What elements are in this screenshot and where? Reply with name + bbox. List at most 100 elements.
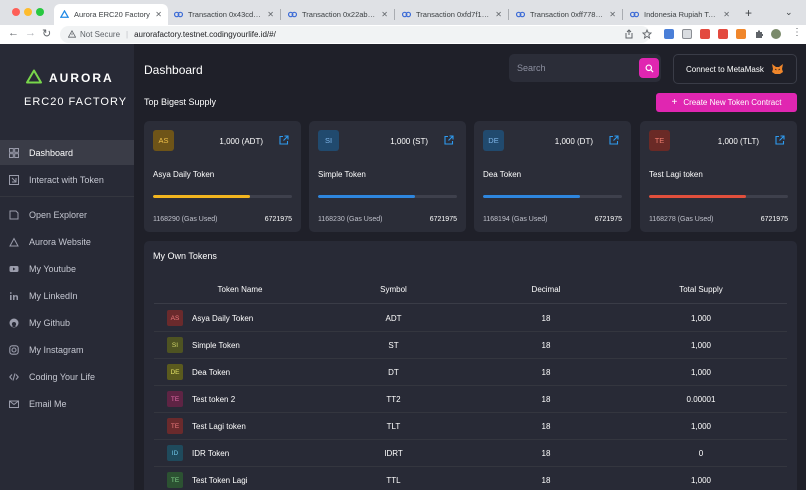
close-tab-icon[interactable]: ✕ xyxy=(381,10,388,19)
symbol-cell: TT2 xyxy=(386,395,401,404)
kebab-menu-icon[interactable]: ⋮ xyxy=(792,27,802,38)
token-name-cell: Test Token Lagi xyxy=(192,476,248,485)
column-header-decimal: Decimal xyxy=(531,285,561,294)
search-button[interactable] xyxy=(639,58,659,78)
card-supply: 1,000 (TLT) xyxy=(717,137,759,146)
progress-fill xyxy=(153,195,251,198)
extension-icon[interactable] xyxy=(682,29,692,39)
search-input[interactable] xyxy=(509,54,634,82)
card-total: 6721975 xyxy=(594,216,622,223)
share-icon[interactable] xyxy=(624,29,634,39)
reload-icon[interactable]: ↻ xyxy=(42,28,52,40)
browser-tab-transaction-3[interactable]: Transaction 0xfd7f1406 ✕ xyxy=(396,4,508,25)
maximize-window-button[interactable] xyxy=(36,8,44,16)
token-avatar: DE xyxy=(167,364,183,380)
own-tokens-panel: My Own Tokens Token Name Symbol Decimal … xyxy=(144,241,797,490)
symbol-cell: ADT xyxy=(385,314,402,323)
supply-progress-bar xyxy=(649,195,788,198)
record-extension-icon[interactable] xyxy=(700,29,710,39)
puzzle-icon[interactable] xyxy=(754,29,764,39)
token-avatar: SI xyxy=(318,130,339,151)
browser-tab-transaction-2[interactable]: Transaction 0x22ab266 ✕ xyxy=(282,4,394,25)
decimal-cell: 18 xyxy=(541,476,551,485)
sidebar-item-linkedin[interactable]: My LinkedIn xyxy=(0,283,134,308)
plus-icon: + xyxy=(671,97,678,108)
close-window-button[interactable] xyxy=(12,8,20,16)
close-tab-icon[interactable]: ✕ xyxy=(267,10,274,19)
forward-arrow-icon[interactable]: → xyxy=(25,27,36,39)
sidebar-item-email[interactable]: Email Me xyxy=(0,391,134,416)
youtube-icon xyxy=(9,264,19,274)
external-link-icon[interactable] xyxy=(775,135,785,147)
sidebar-item-github[interactable]: My Github xyxy=(0,310,134,335)
browser-tab-transaction-4[interactable]: Transaction 0xff7785e4 ✕ xyxy=(510,4,622,25)
sidebar-item-youtube[interactable]: My Youtube xyxy=(0,256,134,281)
external-link-icon[interactable] xyxy=(279,135,289,147)
sidebar-item-explorer[interactable]: Open Explorer xyxy=(0,202,134,227)
dashboard-icon xyxy=(9,147,19,158)
token-avatar: TE xyxy=(167,391,183,407)
connect-metamask-button[interactable]: Connect to MetaMask xyxy=(673,54,797,84)
decimal-cell: 18 xyxy=(541,422,551,431)
metamask-fox-icon xyxy=(771,63,784,77)
close-tab-icon[interactable]: ✕ xyxy=(155,10,162,19)
table-row[interactable]: ID IDR Token IDRT 18 0 xyxy=(154,440,787,467)
explorer-icon xyxy=(9,210,19,220)
table-row[interactable]: TE Test token 2 TT2 18 0.00001 xyxy=(154,386,787,413)
profile-avatar[interactable] xyxy=(771,29,781,39)
translate-extension-icon[interactable] xyxy=(664,29,674,39)
sidebar-divider xyxy=(0,196,134,197)
column-header-symbol: Symbol xyxy=(380,285,407,294)
token-avatar: ID xyxy=(167,445,183,461)
minimize-window-button[interactable] xyxy=(24,8,32,16)
video-extension-icon[interactable] xyxy=(718,29,728,39)
table-row[interactable]: TE Test Token Lagi TTL 18 1,000 xyxy=(154,467,787,490)
column-header-token-name: Token Name xyxy=(217,285,263,294)
external-link-icon[interactable] xyxy=(609,135,619,147)
table-row[interactable]: AS Asya Daily Token ADT 18 1,000 xyxy=(154,305,787,332)
total-supply-cell: 1,000 xyxy=(690,368,712,377)
top-supply-title: Top Bigest Supply xyxy=(144,97,217,107)
address-bar[interactable]: Not Secure | aurorafactory.testnet.codin… xyxy=(60,26,650,43)
sidebar-item-instagram[interactable]: My Instagram xyxy=(0,337,134,362)
browser-tab-aurora[interactable]: Aurora ERC20 Factory ✕ xyxy=(54,4,168,25)
supply-card[interactable]: TE 1,000 (TLT) Test Lagi token 1168278 (… xyxy=(640,121,797,232)
back-arrow-icon[interactable]: ← xyxy=(8,27,19,39)
table-row[interactable]: TE Test Lagi token TLT 18 1,000 xyxy=(154,413,787,440)
close-tab-icon[interactable]: ✕ xyxy=(723,10,730,19)
progress-fill xyxy=(483,195,581,198)
browser-tab-transaction-1[interactable]: Transaction 0x43cd95b ✕ xyxy=(168,4,280,25)
app-logo[interactable]: AURORA xyxy=(25,69,114,86)
total-supply-cell: 0.00001 xyxy=(686,395,716,404)
external-link-icon[interactable] xyxy=(444,135,454,147)
card-gas-used: 1168230 (Gas Used) xyxy=(318,216,383,223)
close-tab-icon[interactable]: ✕ xyxy=(609,10,616,19)
table-row[interactable]: SI Simple Token ST 18 1,000 xyxy=(154,332,787,359)
metamask-extension-icon[interactable] xyxy=(736,29,746,39)
browser-tab-rupiah[interactable]: Indonesia Rupiah Token ✕ xyxy=(624,4,736,25)
aurora-website-icon xyxy=(9,236,19,247)
sidebar-item-interact[interactable]: Interact with Token xyxy=(0,167,134,192)
transaction-icon xyxy=(174,10,183,19)
card-token-name: Dea Token xyxy=(483,170,522,179)
bookmark-star-icon[interactable] xyxy=(641,28,653,39)
sidebar-item-coding-your-life[interactable]: Coding Your Life xyxy=(0,364,134,389)
create-token-button[interactable]: + Create New Token Contract xyxy=(656,93,797,112)
sidebar-item-aurora-website[interactable]: Aurora Website xyxy=(0,229,134,254)
tab-search-chevron-icon[interactable]: ⌄ xyxy=(785,7,793,17)
supply-card[interactable]: AS 1,000 (ADT) Asya Daily Token 1168290 … xyxy=(144,121,301,232)
total-supply-cell: 1,000 xyxy=(690,341,712,350)
card-token-name: Simple Token xyxy=(318,170,366,179)
table-row[interactable]: DE Dea Token DT 18 1,000 xyxy=(154,359,787,386)
token-avatar: DE xyxy=(483,130,504,151)
supply-card[interactable]: DE 1,000 (DT) Dea Token 1168194 (Gas Use… xyxy=(474,121,631,232)
progress-fill xyxy=(318,195,416,198)
close-tab-icon[interactable]: ✕ xyxy=(495,10,502,19)
tab-divider xyxy=(280,9,281,20)
token-avatar: TE xyxy=(167,472,183,488)
supply-card[interactable]: SI 1,000 (ST) Simple Token 1168230 (Gas … xyxy=(309,121,466,232)
sidebar-item-dashboard[interactable]: Dashboard xyxy=(0,140,134,165)
table-header: Token Name Symbol Decimal Total Supply xyxy=(154,276,787,304)
new-tab-icon[interactable]: + xyxy=(745,6,753,20)
card-token-name: Test Lagi token xyxy=(649,170,703,179)
